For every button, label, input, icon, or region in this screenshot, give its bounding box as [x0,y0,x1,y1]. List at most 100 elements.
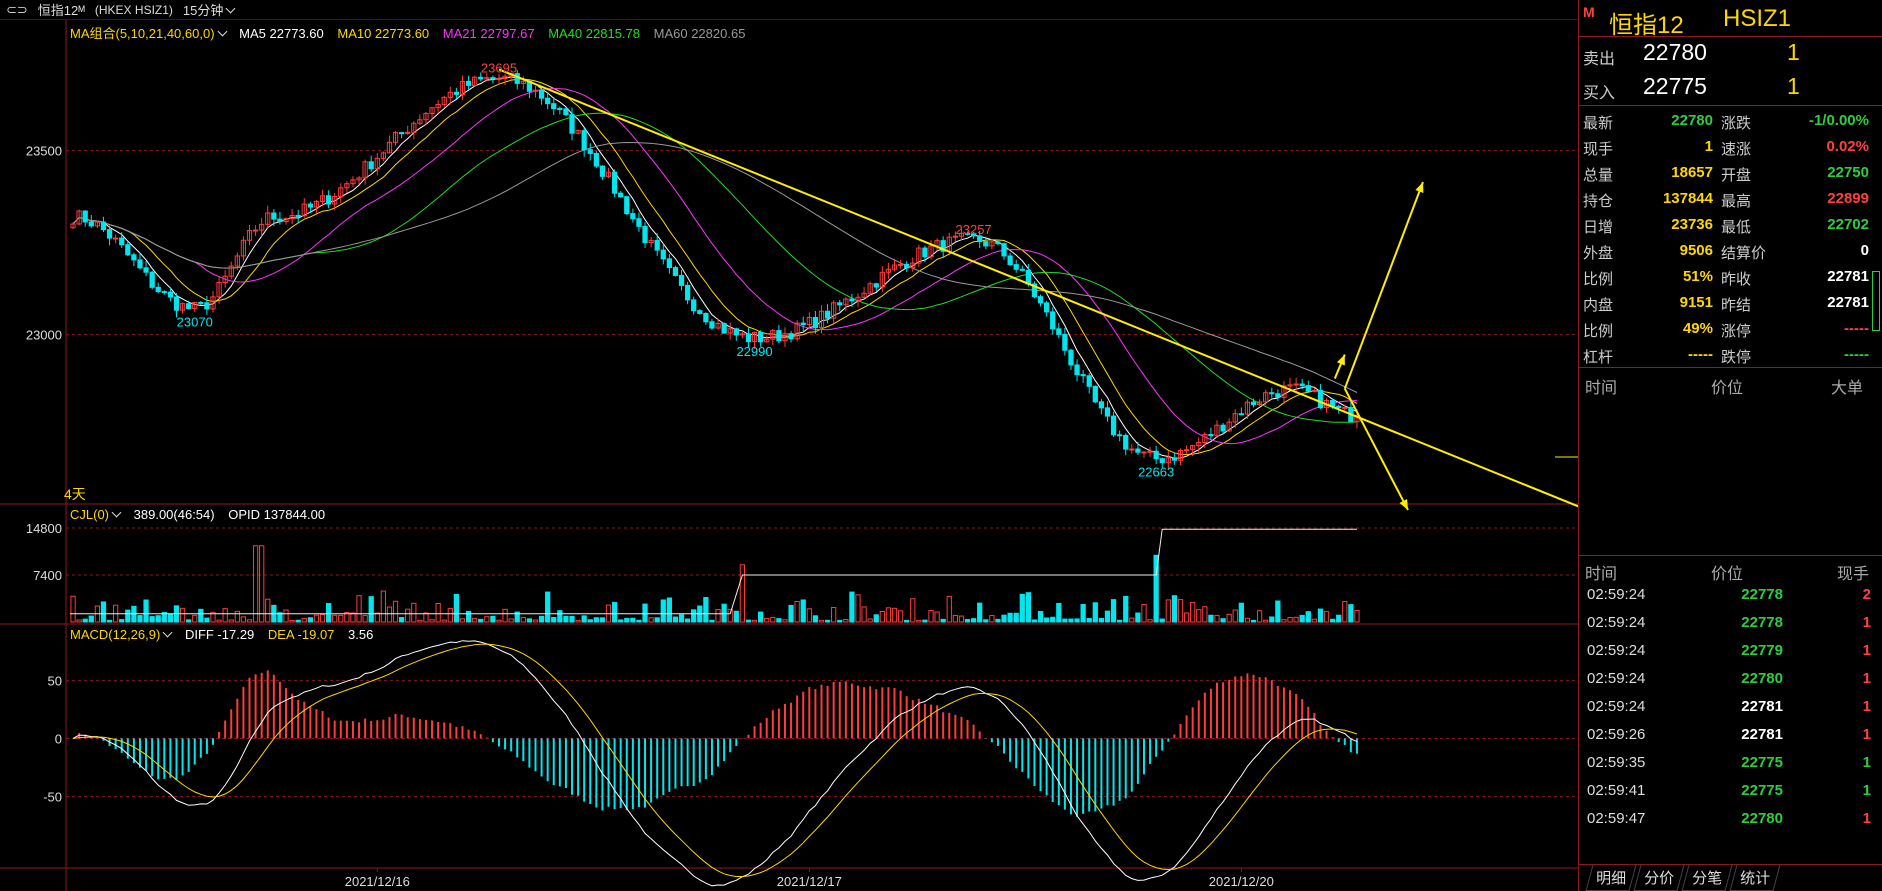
tab-price-dist[interactable]: 分价 [1633,865,1685,891]
candle-body [307,203,313,208]
tab-detail[interactable]: 明细 [1585,865,1637,891]
candle-body [581,130,587,151]
volume-bar [70,595,76,623]
volume-bar [843,618,849,623]
volume-bar [155,615,161,623]
kline-chart[interactable]: 23500 23000 14800 7400 50 0 -50 23695 23070 2299… [0,20,1667,891]
trade-price: 22780 [1741,670,1783,687]
candle-body [824,310,831,319]
bid-label: 买入 [1583,85,1616,102]
trade-row[interactable]: 02:59:24 22778 2 [1579,586,1879,614]
candle-body [970,232,977,237]
big-order-panel: 时间 价位 大单 [1579,368,1882,556]
candle-body [593,152,599,167]
stat-value: 49% [1682,320,1713,337]
candle-body [76,210,82,225]
candle-body [356,177,362,181]
candle-body [1263,392,1269,403]
tab-statistics[interactable]: 统计 [1729,865,1781,891]
ma-legend-label[interactable]: MA组合(5,10,21,40,60,0) [70,26,226,41]
chart-area[interactable]: 23500 23000 14800 7400 50 0 -50 23695 23070 2299… [0,20,1667,891]
ask-row[interactable]: 卖出 22780 1 [1579,37,1882,71]
volume-bar [611,601,618,623]
candle-body [818,310,825,329]
candle-body [490,77,496,80]
volume-bar [879,610,885,623]
stat-value: 137844 [1662,190,1713,207]
trade-row[interactable]: 02:59:41 22775 1 [1579,782,1879,810]
ma40-value: MA40 22815.78 [548,26,640,41]
trade-row[interactable]: 02:59:26 22781 1 [1579,726,1879,754]
candle-body [1001,243,1007,257]
candle-body [465,80,472,86]
candle-body [739,333,746,336]
stat-label: 昨收 [1721,271,1752,288]
volume-bar [405,608,411,623]
open-interest-line [70,528,1357,615]
volume-bar [325,603,332,623]
volume-bar [88,615,94,623]
candle-body [849,298,855,302]
candle-body [1269,392,1275,395]
candle-body [283,218,289,223]
volume-bar [806,608,812,623]
link-icon[interactable]: ⊂⊃ [6,1,28,17]
trade-row[interactable]: 02:59:35 22775 1 [1579,754,1879,782]
volume-bar [551,616,557,623]
volume-bar [849,591,855,623]
volume-bar [1037,610,1044,623]
volume-bar [459,618,466,623]
volume-bar [1177,599,1184,623]
volume-bar [532,619,539,623]
stat-label: 最高 [1721,193,1752,210]
candle-body [459,80,466,95]
candle-body [167,291,174,298]
candle-body [1098,401,1105,409]
candle-body [1281,385,1287,398]
macd-legend-label[interactable]: MACD(12,26,9) [70,627,171,642]
up-arrow [1343,181,1424,389]
trade-row[interactable]: 02:59:24 22778 1 [1579,614,1879,642]
stat-value: 1 [1704,138,1713,155]
volume-bar [380,590,387,623]
volume-bar [1250,619,1257,623]
volume-bar [1147,619,1153,623]
trade-row[interactable]: 02:59:47 22780 1 [1579,810,1879,838]
volume-bar [453,593,460,623]
volume-bar [812,615,819,623]
stat-value: -1/0.00% [1808,112,1869,129]
trade-row[interactable]: 02:59:24 22780 1 [1579,670,1879,698]
volume-bar [502,608,508,623]
candle-body [897,263,904,266]
volume-bar [861,606,867,623]
volume-bar [934,611,940,623]
candle-body [1141,451,1147,454]
candle-body [538,89,545,99]
candle-body [697,310,703,314]
candle-body [1214,424,1220,437]
trade-price: 22779 [1741,642,1783,659]
bid-row[interactable]: 买入 22775 1 [1579,71,1882,105]
instrument-name[interactable]: 恒指12ᴹ [37,3,85,18]
volume-legend-label[interactable]: CJL(0) [70,507,120,522]
volume-bar [1342,601,1348,623]
date-label: 2021/12/20 [1209,874,1274,889]
period-selector[interactable]: 15分钟 [183,0,234,19]
stat-value: 23736 [1671,216,1713,233]
volume-bar [1323,611,1330,623]
tab-ticks[interactable]: 分笔 [1681,865,1733,891]
candle-body [1177,450,1184,461]
volume-bar [1311,618,1317,623]
price-axis-label: 23500 [26,143,62,158]
candle-body [1250,401,1257,406]
scrollbar[interactable] [1872,271,1880,331]
volume-bar [1104,610,1111,623]
trade-row[interactable]: 02:59:24 22781 1 [1579,698,1879,726]
trade-time: 02:59:35 [1587,754,1646,771]
trade-row[interactable]: 02:59:24 22779 1 [1579,642,1879,670]
volume-bar [1086,618,1092,623]
candle-body [100,221,107,231]
candle-body [496,78,502,81]
volume-bar [179,607,186,623]
